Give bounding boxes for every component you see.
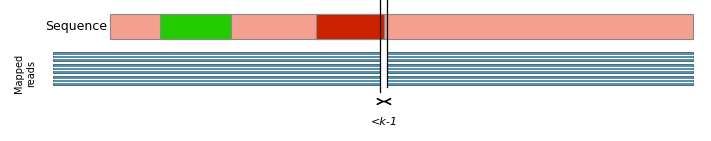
FancyBboxPatch shape bbox=[387, 64, 693, 73]
Text: Sequence: Sequence bbox=[45, 20, 107, 33]
FancyBboxPatch shape bbox=[316, 14, 384, 39]
FancyBboxPatch shape bbox=[387, 52, 693, 61]
FancyBboxPatch shape bbox=[160, 14, 231, 39]
FancyBboxPatch shape bbox=[53, 76, 380, 85]
FancyBboxPatch shape bbox=[53, 52, 380, 61]
FancyBboxPatch shape bbox=[387, 76, 693, 85]
Text: <k-1: <k-1 bbox=[370, 117, 397, 127]
FancyBboxPatch shape bbox=[110, 14, 693, 39]
FancyBboxPatch shape bbox=[53, 64, 380, 73]
Text: Mapped
reads: Mapped reads bbox=[14, 54, 36, 93]
